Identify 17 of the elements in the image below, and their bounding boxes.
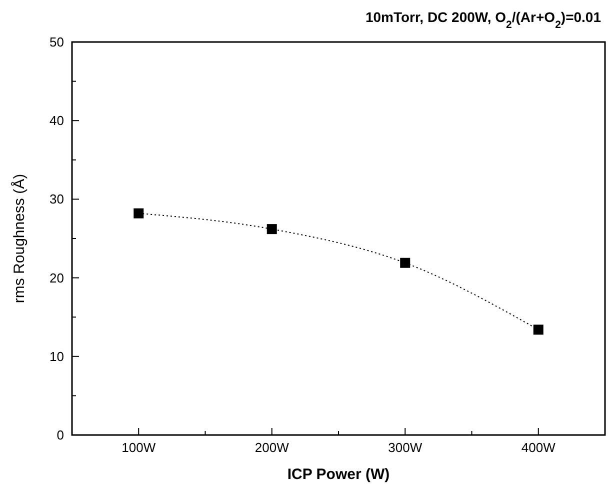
y-tick-label: 50 (50, 34, 64, 50)
y-tick-label: 0 (56, 428, 64, 442)
x-tick-label: 100W (122, 440, 156, 455)
chart-title: 10mTorr, DC 200W, O$_{2}$/(Ar+O$_{2}$)=0.01 (365, 9, 602, 31)
x-tick-label: 300W (388, 440, 423, 455)
y-tick-label: 40 (50, 113, 64, 128)
point (400, 258, 410, 268)
x-axis-title: ICP Power (W) (287, 466, 390, 483)
y-tick-label: 30 (50, 192, 64, 207)
point (134, 208, 144, 218)
x-tick-label: 400W (521, 440, 556, 455)
x-tick-label: 200W (254, 440, 290, 455)
y-tick-label: 10 (50, 348, 64, 364)
y-axis-title: rms Roughness (Å) (10, 174, 28, 304)
y-tick-label: 20 (50, 270, 64, 286)
point (533, 324, 544, 335)
point (266, 224, 277, 234)
